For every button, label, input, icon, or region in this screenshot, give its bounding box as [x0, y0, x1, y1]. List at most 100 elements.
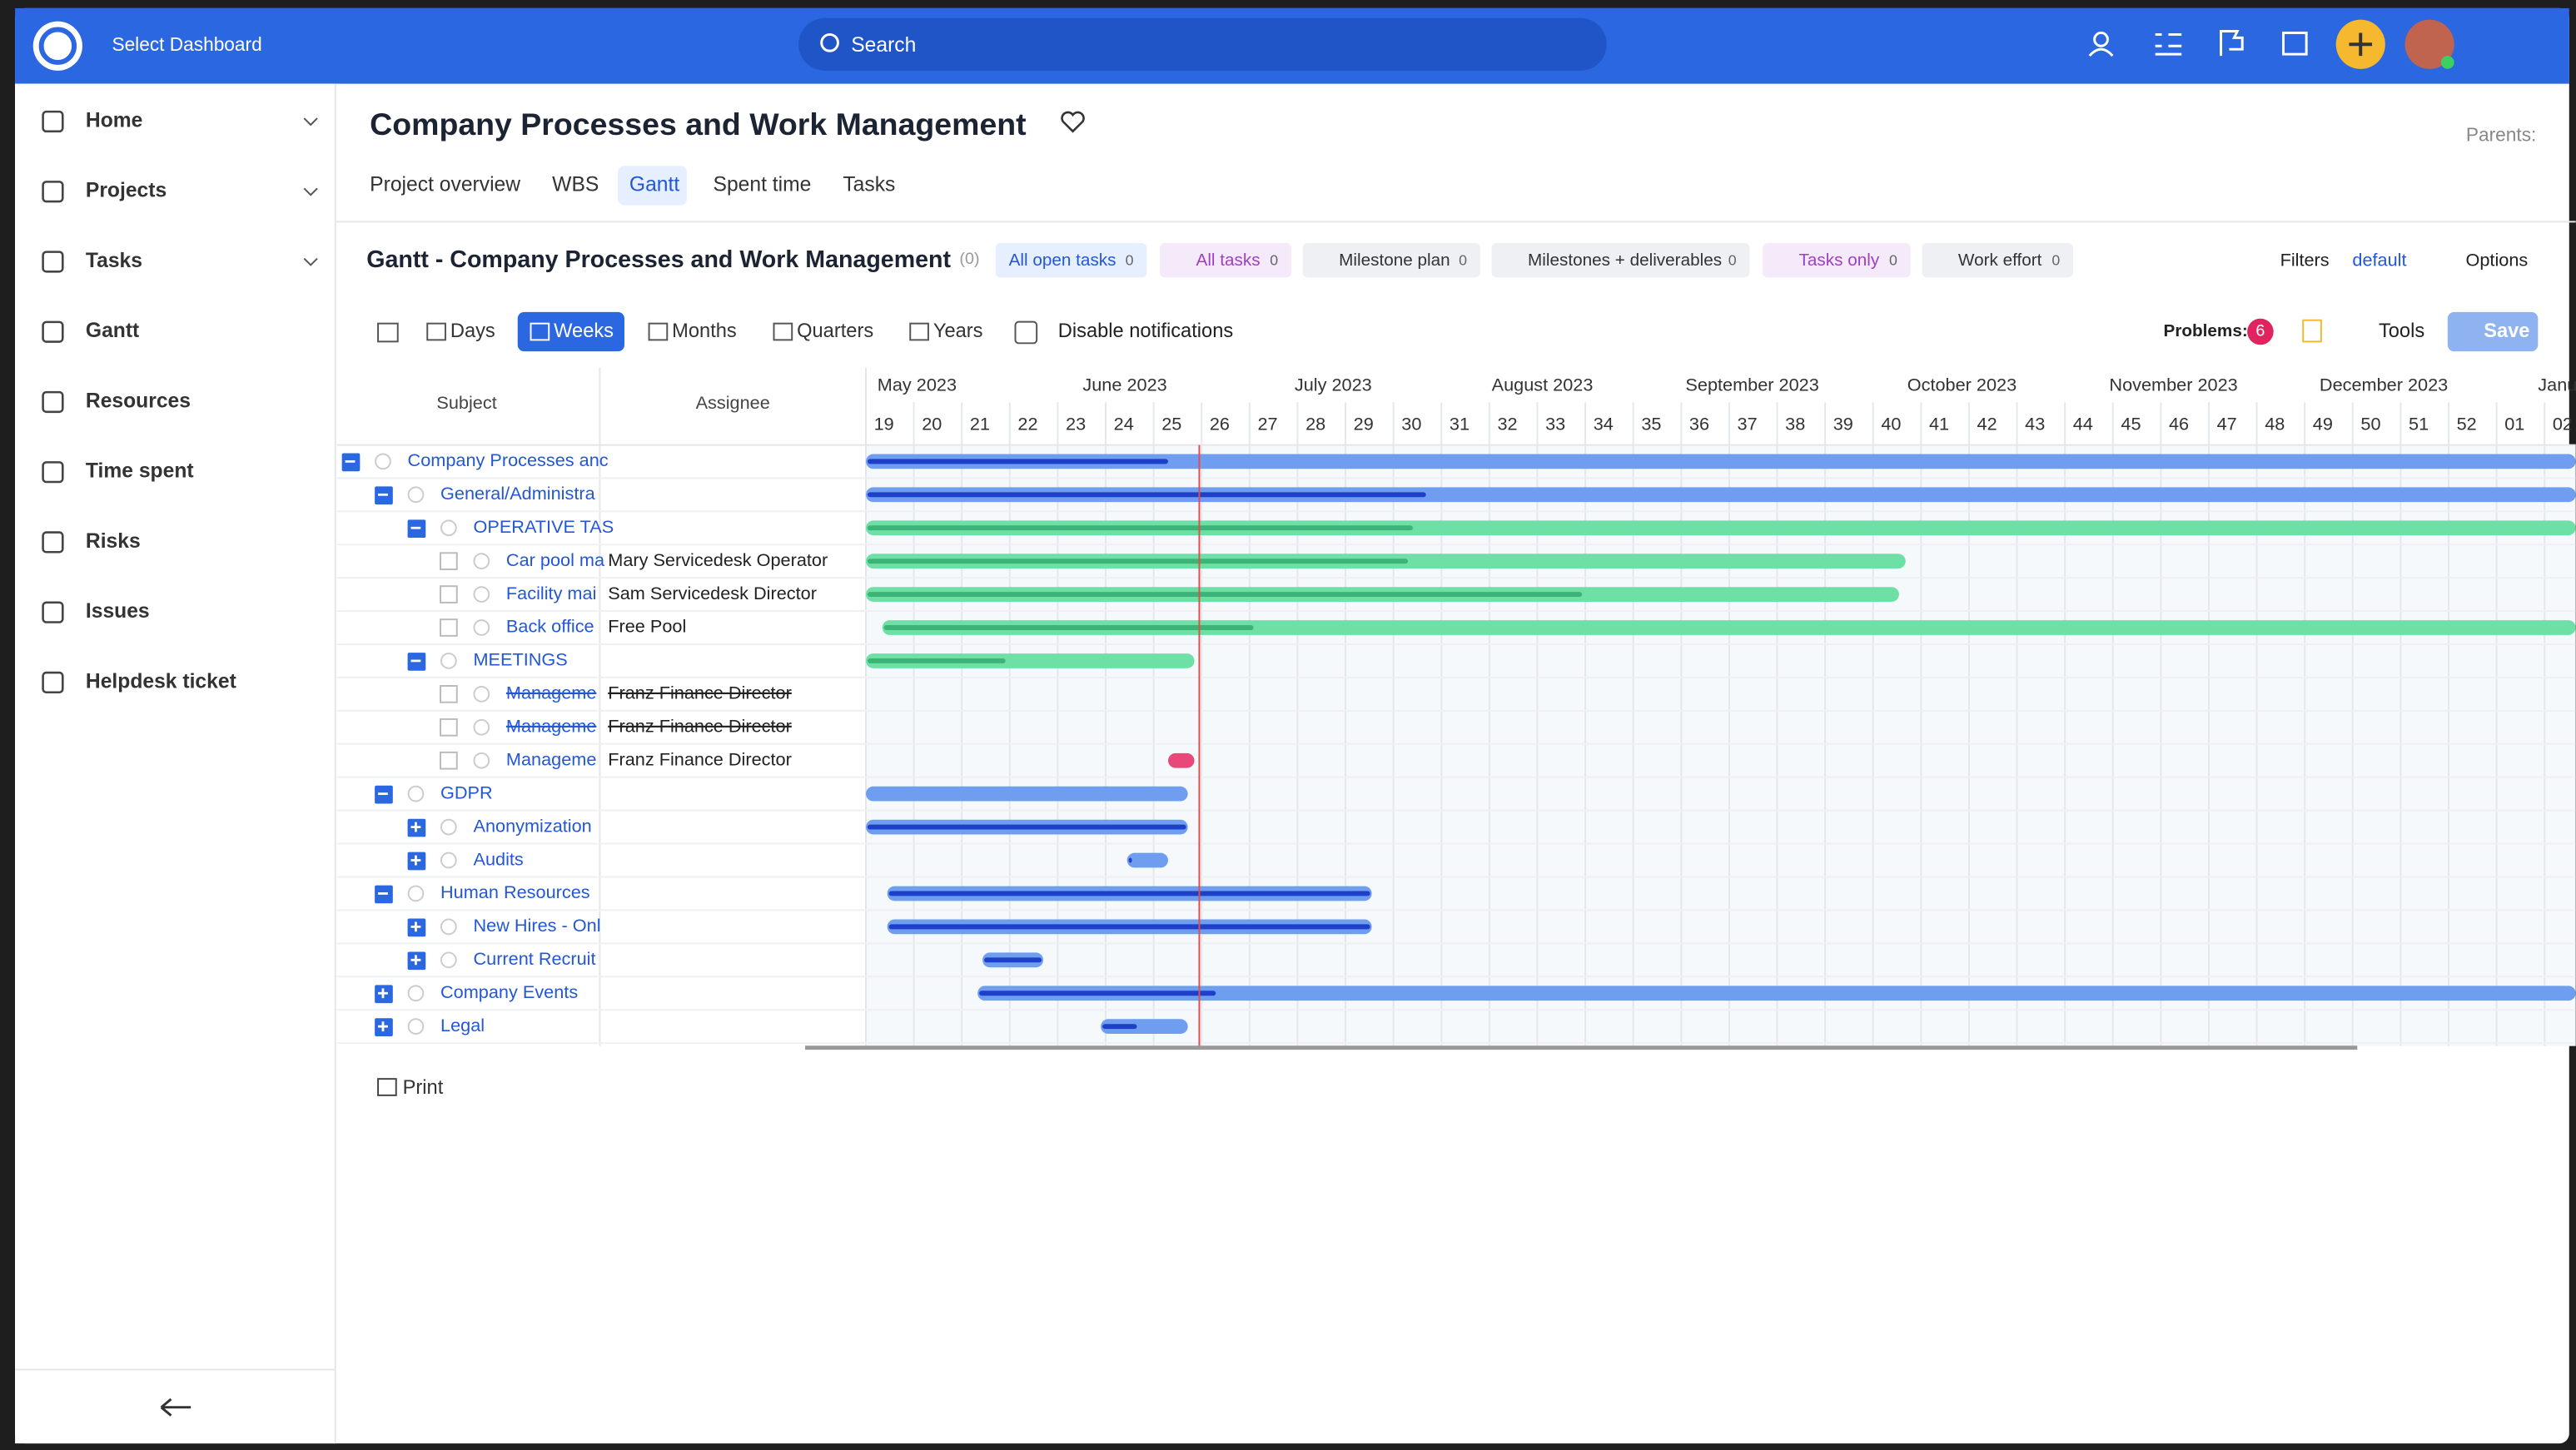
task-subject[interactable]: Manageme [506, 748, 597, 769]
chevron[interactable] [303, 117, 318, 127]
task-subject[interactable]: Human Resources [440, 881, 590, 902]
tab[interactable]: Project overview [370, 173, 520, 196]
task-subject[interactable]: Facility mai [506, 583, 596, 603]
avatar[interactable] [2404, 19, 2454, 69]
filter-chip[interactable] [1302, 242, 1480, 278]
week-label: 37 [1738, 414, 1758, 435]
task-subject[interactable]: New Hires - Onl [473, 915, 600, 936]
task-subject[interactable]: MEETINGS [473, 649, 567, 670]
filter-chip[interactable] [1922, 242, 2074, 278]
gantt-bar[interactable] [865, 653, 1195, 668]
status-icon [407, 1018, 425, 1035]
tab[interactable]: Tasks [843, 173, 895, 196]
task-subject[interactable]: Back office [506, 616, 594, 637]
tools-button[interactable]: Tools [2379, 320, 2424, 342]
search-box[interactable] [798, 17, 1607, 71]
gantt-bar[interactable] [865, 786, 1188, 802]
sidebar-icon [42, 320, 64, 343]
sidebar-item[interactable]: Issues [86, 600, 150, 623]
options-link[interactable]: Options [2466, 249, 2529, 270]
task-icon [440, 685, 458, 703]
filter-chip[interactable] [995, 242, 1147, 278]
gantt-bar[interactable] [977, 986, 2576, 1001]
collapse-icon[interactable] [160, 1398, 191, 1417]
status-icon [473, 553, 490, 570]
zoom-active [517, 311, 624, 352]
week-label: 29 [1354, 414, 1374, 435]
tab[interactable]: Gantt [629, 173, 679, 196]
task-subject[interactable]: Car pool ma [506, 549, 605, 570]
week-label: 51 [2409, 414, 2429, 435]
month-label: August 2023 [1492, 374, 1594, 395]
favorite-icon[interactable] [1061, 111, 1085, 133]
gantt-progress [867, 658, 1006, 663]
task-subject[interactable]: Manageme [506, 716, 597, 737]
month-label: Janu [2538, 374, 2576, 395]
zoom-button[interactable]: Months [672, 320, 737, 342]
gantt-bar[interactable] [1167, 752, 1195, 768]
task-subject[interactable]: Anonymization [473, 815, 591, 836]
task-subject[interactable]: GDPR [440, 782, 493, 802]
task-subject[interactable]: General/Administra [440, 483, 596, 504]
toggle-sign [410, 955, 421, 966]
filter-label: Tasks only [1799, 251, 1880, 270]
task-subject[interactable]: Company Events [440, 981, 578, 1002]
sidebar-item[interactable]: Home [86, 110, 143, 132]
checkbox[interactable] [1014, 320, 1038, 345]
task-subject[interactable]: Current Recruit [473, 948, 595, 969]
task-subject[interactable]: Legal [440, 1015, 485, 1035]
filters-link[interactable]: Filters [2280, 249, 2330, 270]
week-label: 48 [2265, 414, 2285, 435]
print-button[interactable]: Print [403, 1077, 444, 1099]
zoom-button[interactable]: Years [933, 320, 983, 342]
gantt-bar[interactable] [1126, 852, 1168, 868]
tab[interactable]: Spent time [714, 173, 812, 196]
gantt-bar[interactable] [865, 487, 2576, 503]
task-icon [440, 718, 458, 737]
sidebar-item[interactable]: Time spent [86, 460, 194, 483]
filter-chip[interactable] [1763, 242, 1911, 278]
sidebar-item[interactable]: Risks [86, 530, 141, 553]
sidebar-item[interactable]: Resources [86, 390, 191, 412]
status-icon [440, 519, 457, 537]
zoom-button[interactable]: Quarters [797, 320, 873, 342]
search-icon [820, 32, 839, 52]
save-button[interactable] [2447, 311, 2539, 352]
sidebar-item[interactable]: Helpdesk ticket [86, 670, 236, 693]
zoom-button[interactable]: Days [450, 320, 495, 342]
week-label: 34 [1594, 414, 1614, 435]
default-query[interactable]: default [2352, 249, 2406, 270]
sidebar-item[interactable]: Gantt [86, 320, 139, 342]
filter-chip[interactable] [1491, 242, 1750, 278]
month-label: December 2023 [2320, 374, 2448, 395]
gantt-progress [867, 559, 1409, 564]
sidebar-item[interactable]: Projects [86, 180, 167, 202]
filter-count: 0 [1459, 251, 1467, 268]
gantt-bar[interactable] [865, 454, 2576, 469]
task-assignee: Franz Finance Director [608, 748, 792, 769]
status-icon [473, 619, 490, 636]
task-subject[interactable]: OPERATIVE TAS [473, 516, 614, 537]
task-assignee: Free Pool [608, 616, 686, 637]
month-label: November 2023 [2109, 374, 2237, 395]
week-label: 30 [1401, 414, 1421, 435]
gantt-bar[interactable] [865, 520, 2576, 536]
chevron[interactable] [303, 187, 318, 196]
dashboard-select[interactable]: Select Dashboard [112, 33, 261, 55]
status-icon [440, 852, 457, 869]
search-placeholder[interactable]: Search [851, 34, 916, 57]
task-subject[interactable]: Company Processes anc [408, 449, 609, 470]
task-subject[interactable]: Audits [473, 848, 523, 869]
week-label: 27 [1257, 414, 1277, 435]
filter-chip[interactable] [1160, 242, 1291, 278]
chevron[interactable] [303, 257, 318, 266]
sidebar-item[interactable]: Tasks [86, 250, 142, 272]
gantt-progress [1128, 857, 1132, 863]
week-label: 50 [2360, 414, 2380, 435]
tab[interactable]: WBS [552, 173, 599, 196]
gantt-bar[interactable] [1101, 1019, 1188, 1035]
task-subject[interactable]: Manageme [506, 683, 597, 703]
zoom-icon [909, 322, 929, 341]
gantt-bar[interactable] [882, 620, 2576, 635]
zoom-button[interactable]: Weeks [554, 320, 614, 342]
